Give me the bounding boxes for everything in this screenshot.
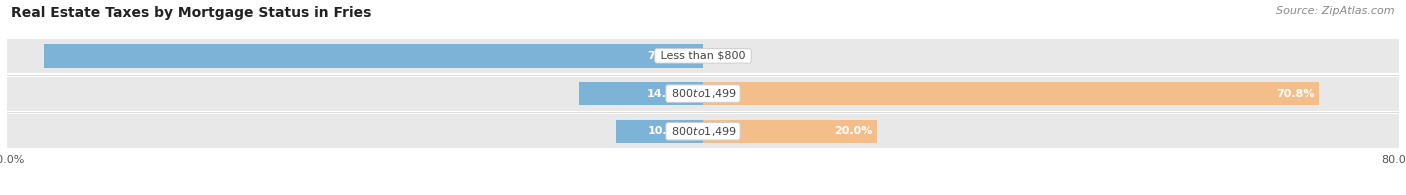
Bar [45, 44, 703, 67]
Text: 20.0%: 20.0% [834, 126, 873, 136]
Bar [7, 39, 1399, 73]
Bar [7, 77, 1399, 111]
Text: $800 to $1,499: $800 to $1,499 [668, 87, 738, 100]
Text: 0.0%: 0.0% [716, 51, 744, 61]
Text: Less than $800: Less than $800 [657, 51, 749, 61]
Bar [616, 120, 703, 143]
Text: 10.0%: 10.0% [647, 126, 686, 136]
Text: Source: ZipAtlas.com: Source: ZipAtlas.com [1277, 6, 1395, 16]
Bar [703, 120, 877, 143]
Text: 75.7%: 75.7% [647, 51, 686, 61]
Text: Real Estate Taxes by Mortgage Status in Fries: Real Estate Taxes by Mortgage Status in … [11, 6, 371, 20]
Bar [579, 82, 703, 105]
Text: 14.3%: 14.3% [647, 89, 686, 99]
Bar [7, 114, 1399, 148]
Text: $800 to $1,499: $800 to $1,499 [668, 125, 738, 138]
Text: 70.8%: 70.8% [1277, 89, 1315, 99]
Bar [703, 82, 1319, 105]
